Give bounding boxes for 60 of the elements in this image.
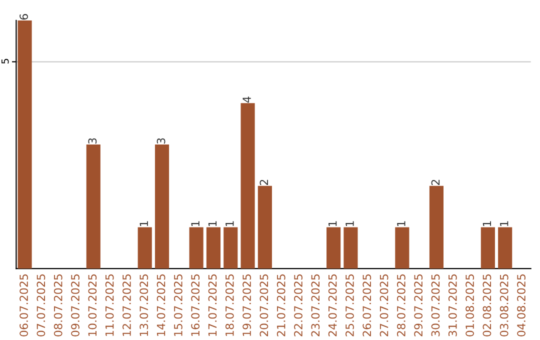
- x-tick-label: 17.07.2025: [208, 274, 217, 336]
- x-tick-label: 23.07.2025: [311, 274, 320, 336]
- data-label: 2: [431, 180, 440, 186]
- x-tick-label: 11.07.2025: [105, 274, 114, 336]
- data-label: 1: [500, 221, 508, 226]
- x-tick-label: 07.07.2025: [36, 274, 46, 336]
- x-tick-label: 21.07.2025: [276, 274, 286, 336]
- x-tick-label: 22.07.2025: [294, 274, 302, 336]
- data-label: 1: [226, 221, 234, 226]
- bar: [206, 227, 221, 269]
- x-tick-label: 02.08.2025: [482, 274, 492, 336]
- bar: [154, 144, 170, 269]
- data-label: 1: [346, 221, 354, 226]
- x-tick-label: 14.07.2025: [156, 274, 166, 336]
- bar: [224, 227, 238, 269]
- x-tick-label: 18.07.2025: [225, 274, 234, 336]
- x-tick-label: 03.08.2025: [500, 274, 508, 336]
- bar: [429, 186, 444, 269]
- bar: [498, 227, 512, 269]
- x-tick-label: 08.07.2025: [54, 274, 62, 336]
- x-tick-label: 09.07.2025: [71, 274, 80, 336]
- x-tick-label: 04.08.2025: [517, 274, 526, 336]
- x-tick-label: 29.07.2025: [414, 274, 423, 336]
- y-tick-label: 5: [2, 58, 9, 64]
- x-tick-label: 26.07.2025: [362, 274, 372, 336]
- bar: [344, 227, 358, 269]
- data-label: 6: [20, 14, 28, 20]
- x-tick-label: 19.07.2025: [242, 274, 252, 336]
- data-label: 1: [482, 221, 491, 226]
- x-tick-label: 28.07.2025: [396, 274, 406, 336]
- bar: [86, 144, 100, 269]
- x-tick-label: 20.07.2025: [260, 274, 268, 336]
- x-tick-label: 10.07.2025: [88, 274, 97, 336]
- data-label: 1: [208, 221, 217, 226]
- bar: [240, 103, 255, 269]
- data-label: 2: [260, 180, 268, 186]
- x-tick-label: 06.07.2025: [20, 274, 28, 336]
- x-tick-label: 15.07.2025: [174, 274, 182, 336]
- x-tick-label: 24.07.2025: [328, 274, 337, 336]
- bar: [480, 227, 495, 269]
- x-tick-label: 12.07.2025: [122, 274, 131, 336]
- x-tick-label: 25.07.2025: [346, 274, 354, 336]
- x-tick-label: 30.07.2025: [431, 274, 440, 336]
- data-label: 1: [397, 221, 406, 226]
- data-label: 1: [328, 221, 337, 226]
- bar: [258, 186, 272, 269]
- x-tick-label: 01.08.2025: [466, 274, 474, 336]
- data-label: 3: [156, 138, 166, 144]
- data-label: 4: [242, 96, 251, 103]
- data-label: 1: [140, 221, 148, 226]
- x-tick-label: 27.07.2025: [380, 274, 388, 336]
- data-label: 3: [88, 138, 97, 144]
- bar: [189, 227, 204, 269]
- data-label: 1: [191, 221, 200, 226]
- x-tick-label: 31.07.2025: [448, 274, 457, 336]
- bar: [326, 227, 341, 269]
- x-tick-label: 16.07.2025: [191, 274, 200, 336]
- x-tick-label: 13.07.2025: [140, 274, 148, 336]
- bar: [138, 227, 152, 269]
- bar: [395, 227, 410, 269]
